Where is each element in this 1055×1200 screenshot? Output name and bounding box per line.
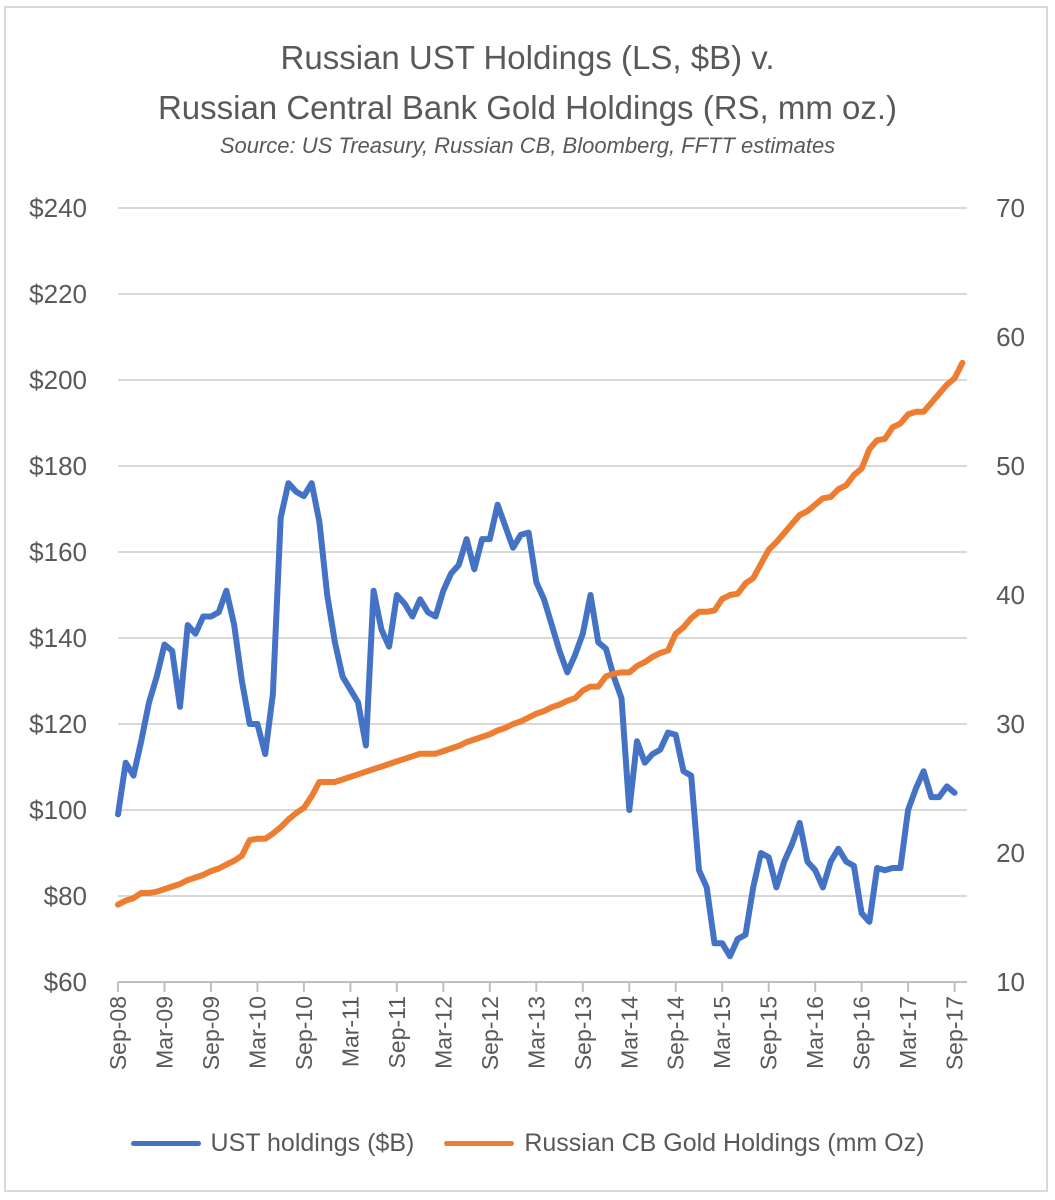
x-tick-label: Mar-12	[430, 996, 456, 1069]
left-tick-label: $180	[29, 451, 87, 481]
x-tick-label: Mar-15	[709, 996, 735, 1069]
right-tick-label: 70	[996, 193, 1025, 223]
chart-frame	[4, 6, 1048, 1192]
left-tick-label: $120	[29, 709, 87, 739]
left-tick-label: $60	[44, 967, 87, 997]
right-axis-ticks: 10 20 30 40 50 60 70	[996, 193, 1025, 997]
x-tick-label: Mar-11	[337, 996, 363, 1067]
x-axis-ticks: Sep-08 Mar-09 Sep-09 Mar-10 Sep-10 Mar-11 Sep-…	[105, 982, 968, 1070]
left-tick-label: $200	[29, 365, 87, 395]
x-tick-label: Sep-15	[756, 996, 782, 1070]
x-tick-label: Sep-08	[105, 996, 131, 1070]
legend-label-gold: Russian CB Gold Holdings (mm Oz)	[524, 1128, 925, 1157]
x-tick-label: Mar-16	[802, 996, 828, 1069]
chart-title-line1: Russian UST Holdings (LS, $B) v.	[280, 39, 775, 76]
right-tick-label: 60	[996, 322, 1025, 352]
legend-item-ust: UST holdings ($B)	[130, 1128, 415, 1158]
legend-swatch-gold	[444, 1140, 515, 1146]
left-tick-label: $100	[29, 795, 87, 825]
right-tick-label: 50	[996, 451, 1025, 481]
x-tick-label: Sep-10	[291, 996, 317, 1070]
x-tick-label: Mar-10	[244, 996, 270, 1069]
series-line-gold	[115, 359, 966, 908]
right-tick-label: 20	[996, 838, 1025, 868]
left-tick-label: $240	[29, 193, 87, 223]
x-tick-label: Mar-14	[616, 996, 642, 1069]
x-tick-label: Mar-09	[151, 996, 177, 1069]
legend-swatch-ust	[130, 1140, 201, 1146]
x-tick-label: Sep-11	[384, 996, 410, 1068]
legend-label-ust: UST holdings ($B)	[210, 1128, 415, 1157]
x-tick-label: Sep-13	[570, 996, 596, 1070]
chart-subtitle: Source: US Treasury, Russian CB, Bloombe…	[219, 133, 836, 158]
right-tick-label: 30	[996, 709, 1025, 739]
legend-item-gold: Russian CB Gold Holdings (mm Oz)	[444, 1129, 924, 1158]
left-tick-label: $80	[44, 881, 87, 911]
x-tick-label: Mar-17	[895, 996, 921, 1069]
x-tick-label: Sep-16	[849, 996, 875, 1070]
left-tick-label: $220	[29, 279, 87, 309]
x-tick-label: Sep-14	[663, 996, 689, 1070]
x-tick-label: Sep-12	[477, 996, 503, 1070]
right-tick-label: 40	[996, 580, 1025, 610]
x-tick-label: Sep-17	[942, 996, 968, 1070]
right-tick-label: 10	[996, 967, 1025, 997]
left-tick-label: $140	[29, 623, 87, 653]
x-tick-label: Sep-09	[198, 996, 224, 1070]
left-tick-label: $160	[29, 537, 87, 567]
chart-title-line2: Russian Central Bank Gold Holdings (RS, …	[157, 89, 898, 126]
series-layer	[115, 359, 966, 960]
x-tick-label: Mar-13	[523, 996, 549, 1069]
legend: UST holdings ($B) Russian CB Gold Holdin…	[0, 1123, 1055, 1163]
series-line-ust	[115, 480, 958, 960]
left-axis-ticks: $60 $80 $100 $120 $140 $160 $180 $200 $220 $240	[29, 193, 87, 997]
